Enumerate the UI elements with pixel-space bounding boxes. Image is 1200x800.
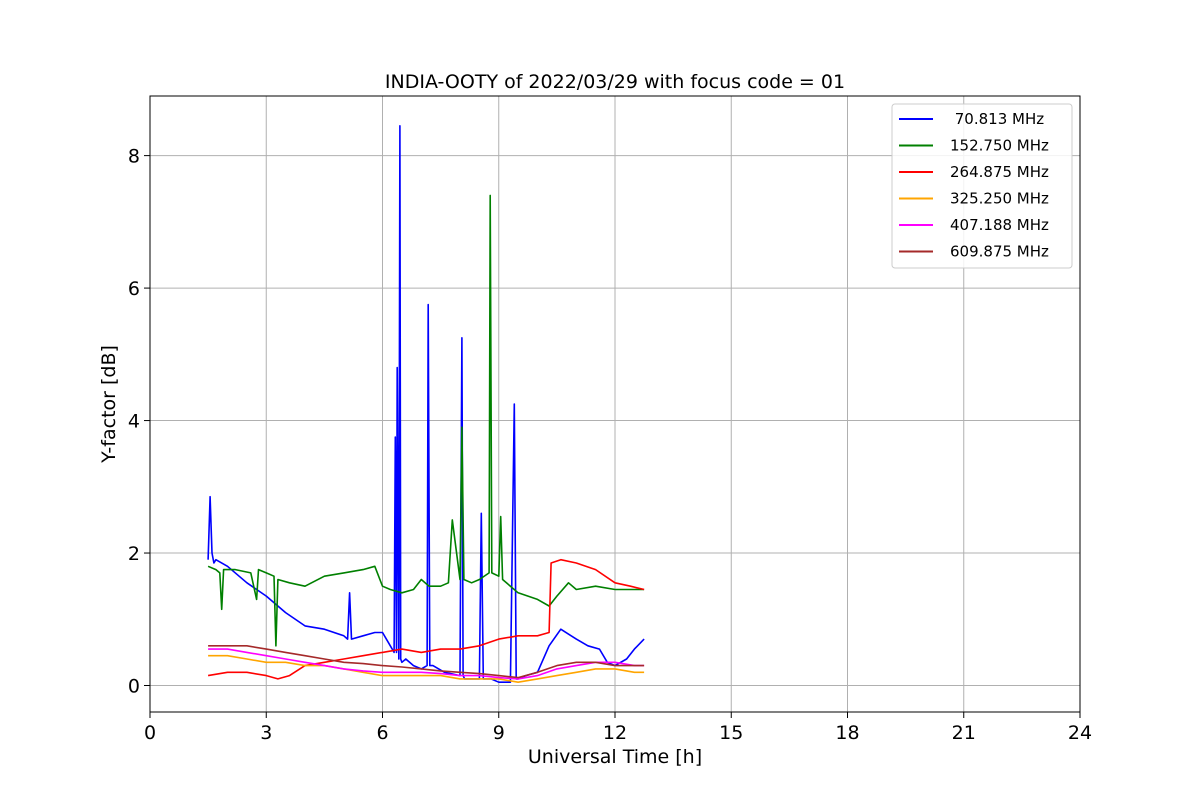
legend-label-5: 609.875 MHz [950, 243, 1049, 261]
legend-label-1: 152.750 MHz [950, 137, 1049, 155]
legend-label-2: 264.875 MHz [950, 163, 1049, 181]
x-axis: 0 3 6 9 12 15 18 21 24 [144, 712, 1092, 744]
y-tick-label: 0 [128, 676, 140, 698]
series-line-5 [208, 644, 645, 679]
x-tick-label: 6 [376, 722, 388, 744]
series-line-4 [208, 648, 645, 680]
x-tick-label: 18 [835, 722, 859, 744]
legend-label-4: 407.188 MHz [950, 216, 1049, 234]
x-tick-label: 3 [260, 722, 272, 744]
legend-box [891, 103, 1073, 269]
x-tick-label: 0 [144, 722, 156, 744]
x-tick-label: 9 [493, 722, 505, 744]
x-tick-label: 12 [603, 722, 627, 744]
x-tick-label: 24 [1068, 722, 1092, 744]
series-line-2 [207, 558, 645, 680]
y-tick-label: 4 [128, 411, 140, 433]
x-tick-label: 15 [719, 722, 743, 744]
legend-label-3: 325.250 MHz [950, 190, 1049, 208]
y-tick-label: 6 [128, 278, 140, 300]
x-axis-title: Universal Time [h] [528, 746, 702, 768]
legend: 70.813 MHz 152.750 MHz 264.875 MHz 325.250 … [891, 103, 1073, 269]
legend-label-0: 70.813 MHz [950, 110, 1044, 128]
chart-title: INDIA-OOTY of 2022/03/29 with focus code… [385, 71, 845, 93]
series-line-1 [207, 194, 645, 647]
y-axis: 0 2 4 6 8 [128, 146, 150, 698]
series-layer [207, 125, 645, 684]
y-tick-label: 2 [128, 543, 140, 565]
series-line-3 [208, 654, 645, 684]
y-tick-label: 8 [128, 146, 140, 168]
x-tick-label: 21 [952, 722, 976, 744]
y-axis-title: Y-factor [dB] [98, 345, 120, 464]
